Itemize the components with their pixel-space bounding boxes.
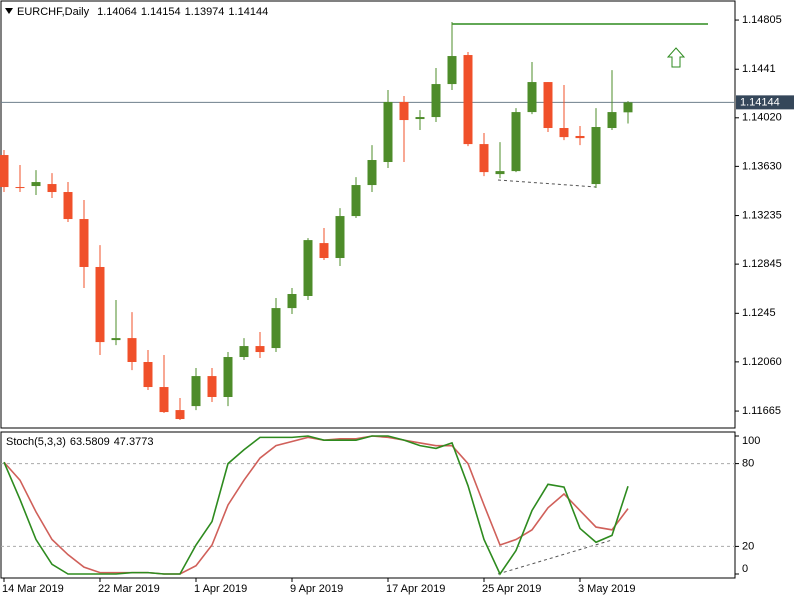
y-tick-label: 1.14805 bbox=[742, 14, 782, 26]
candle-body bbox=[463, 55, 473, 145]
y-tick-label: 20 bbox=[742, 540, 754, 552]
candle-body bbox=[383, 101, 393, 163]
stoch-trend-line bbox=[497, 539, 613, 575]
ohlc-high: 1.14154 bbox=[141, 6, 181, 18]
up-arrow bbox=[666, 47, 686, 68]
ohlc-open: 1.14064 bbox=[97, 6, 137, 18]
menu-icon bbox=[5, 8, 13, 14]
candle-body bbox=[255, 346, 265, 353]
candle-body bbox=[367, 160, 377, 186]
candle-body bbox=[47, 184, 57, 193]
stoch-name: Stoch(5,3,3) bbox=[6, 436, 66, 448]
x-tick-label: 9 Apr 2019 bbox=[290, 583, 343, 595]
candle-body bbox=[415, 117, 425, 120]
candle-body bbox=[495, 171, 505, 175]
x-tick-label: 22 Mar 2019 bbox=[98, 583, 160, 595]
x-tick-label: 3 May 2019 bbox=[578, 583, 635, 595]
candle-body bbox=[191, 376, 201, 407]
candle-body bbox=[335, 216, 345, 259]
candle-body bbox=[223, 357, 233, 397]
candle-body bbox=[319, 243, 329, 259]
candle-body bbox=[0, 155, 9, 188]
candle-body bbox=[447, 56, 457, 85]
candle-body bbox=[511, 112, 521, 172]
y-tick-label: 1.14020 bbox=[742, 112, 782, 124]
candle-body bbox=[623, 102, 633, 113]
candle-body bbox=[591, 127, 601, 185]
y-tick-label: 80 bbox=[742, 458, 754, 470]
y-tick-label: 1.11665 bbox=[742, 405, 781, 417]
y-tick-label: 1.13630 bbox=[742, 160, 782, 172]
trend-line bbox=[497, 179, 597, 188]
y-tick-label: 100 bbox=[742, 435, 760, 447]
y-tick-label: 0 bbox=[742, 563, 748, 575]
candle-body bbox=[351, 185, 361, 217]
candle-body bbox=[559, 128, 569, 138]
y-tick-label: 1.1441 bbox=[742, 63, 776, 75]
candle-body bbox=[399, 101, 409, 121]
x-tick-label: 1 Apr 2019 bbox=[194, 583, 247, 595]
chart-title: EURCHF,Daily 1.14064 1.14154 1.13974 1.14144 bbox=[17, 6, 268, 18]
candle-body bbox=[79, 219, 89, 267]
price-pane bbox=[0, 0, 736, 429]
y-tick-label: 1.12845 bbox=[742, 258, 782, 270]
stoch-line bbox=[3, 435, 629, 576]
candle-body bbox=[607, 112, 617, 129]
candle-body bbox=[303, 240, 313, 297]
candle-body bbox=[543, 82, 553, 129]
candle-body bbox=[271, 308, 281, 349]
candle-body bbox=[31, 182, 41, 187]
candle-body bbox=[159, 387, 169, 413]
y-tick-label: 1.12060 bbox=[742, 356, 782, 368]
price-label: 1.14144 bbox=[740, 96, 780, 108]
symbol: EURCHF,Daily bbox=[17, 6, 90, 18]
x-tick-label: 17 Apr 2019 bbox=[386, 583, 445, 595]
y-tick-label: 1.1245 bbox=[742, 307, 776, 319]
candle-body bbox=[207, 376, 217, 397]
candle-body bbox=[431, 84, 441, 118]
candle-body bbox=[143, 362, 153, 388]
ohlc-close: 1.14144 bbox=[228, 6, 268, 18]
candle-body bbox=[527, 82, 537, 113]
candle-body bbox=[127, 338, 137, 363]
candle-body bbox=[111, 338, 121, 341]
candle-body bbox=[175, 410, 185, 420]
ohlc-low: 1.13974 bbox=[185, 6, 225, 18]
candle-body bbox=[575, 135, 585, 139]
candle-body bbox=[287, 294, 297, 309]
candle-body bbox=[479, 144, 489, 173]
candle-body bbox=[239, 346, 249, 358]
candle-body bbox=[15, 187, 25, 189]
x-tick-label: 14 Mar 2019 bbox=[2, 583, 64, 595]
y-tick-label: 1.13235 bbox=[742, 209, 782, 221]
stoch-title: Stoch(5,3,3) 63.5809 47.3773 bbox=[6, 436, 153, 448]
price-label-box bbox=[736, 95, 794, 110]
x-tick-label: 25 Apr 2019 bbox=[482, 583, 541, 595]
stoch-pane bbox=[0, 431, 736, 579]
candle-body bbox=[63, 192, 73, 220]
candle-body bbox=[95, 266, 105, 343]
stoch-k: 63.5809 bbox=[70, 436, 110, 448]
stoch-d: 47.3773 bbox=[114, 436, 154, 448]
